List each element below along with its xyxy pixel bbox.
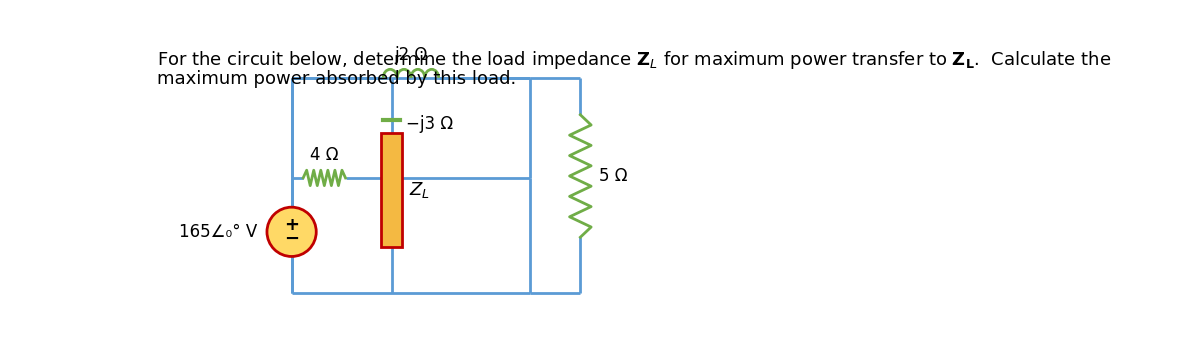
Text: $Z_L$: $Z_L$ xyxy=(409,180,430,200)
Text: 4 Ω: 4 Ω xyxy=(310,146,338,164)
Text: −j3 Ω: −j3 Ω xyxy=(407,115,454,133)
Text: 165∠₀° V: 165∠₀° V xyxy=(180,223,258,241)
Text: maximum power absorbed by this load.: maximum power absorbed by this load. xyxy=(157,70,516,88)
Text: 5 Ω: 5 Ω xyxy=(599,167,628,185)
Text: For the circuit below, determine the load impedance $\mathbf{Z}_L$ for maximum p: For the circuit below, determine the loa… xyxy=(157,49,1111,70)
Bar xyxy=(380,133,402,247)
Text: j2 Ω: j2 Ω xyxy=(395,46,427,64)
Text: −: − xyxy=(284,230,299,248)
Text: +: + xyxy=(284,216,299,234)
Circle shape xyxy=(266,207,317,256)
